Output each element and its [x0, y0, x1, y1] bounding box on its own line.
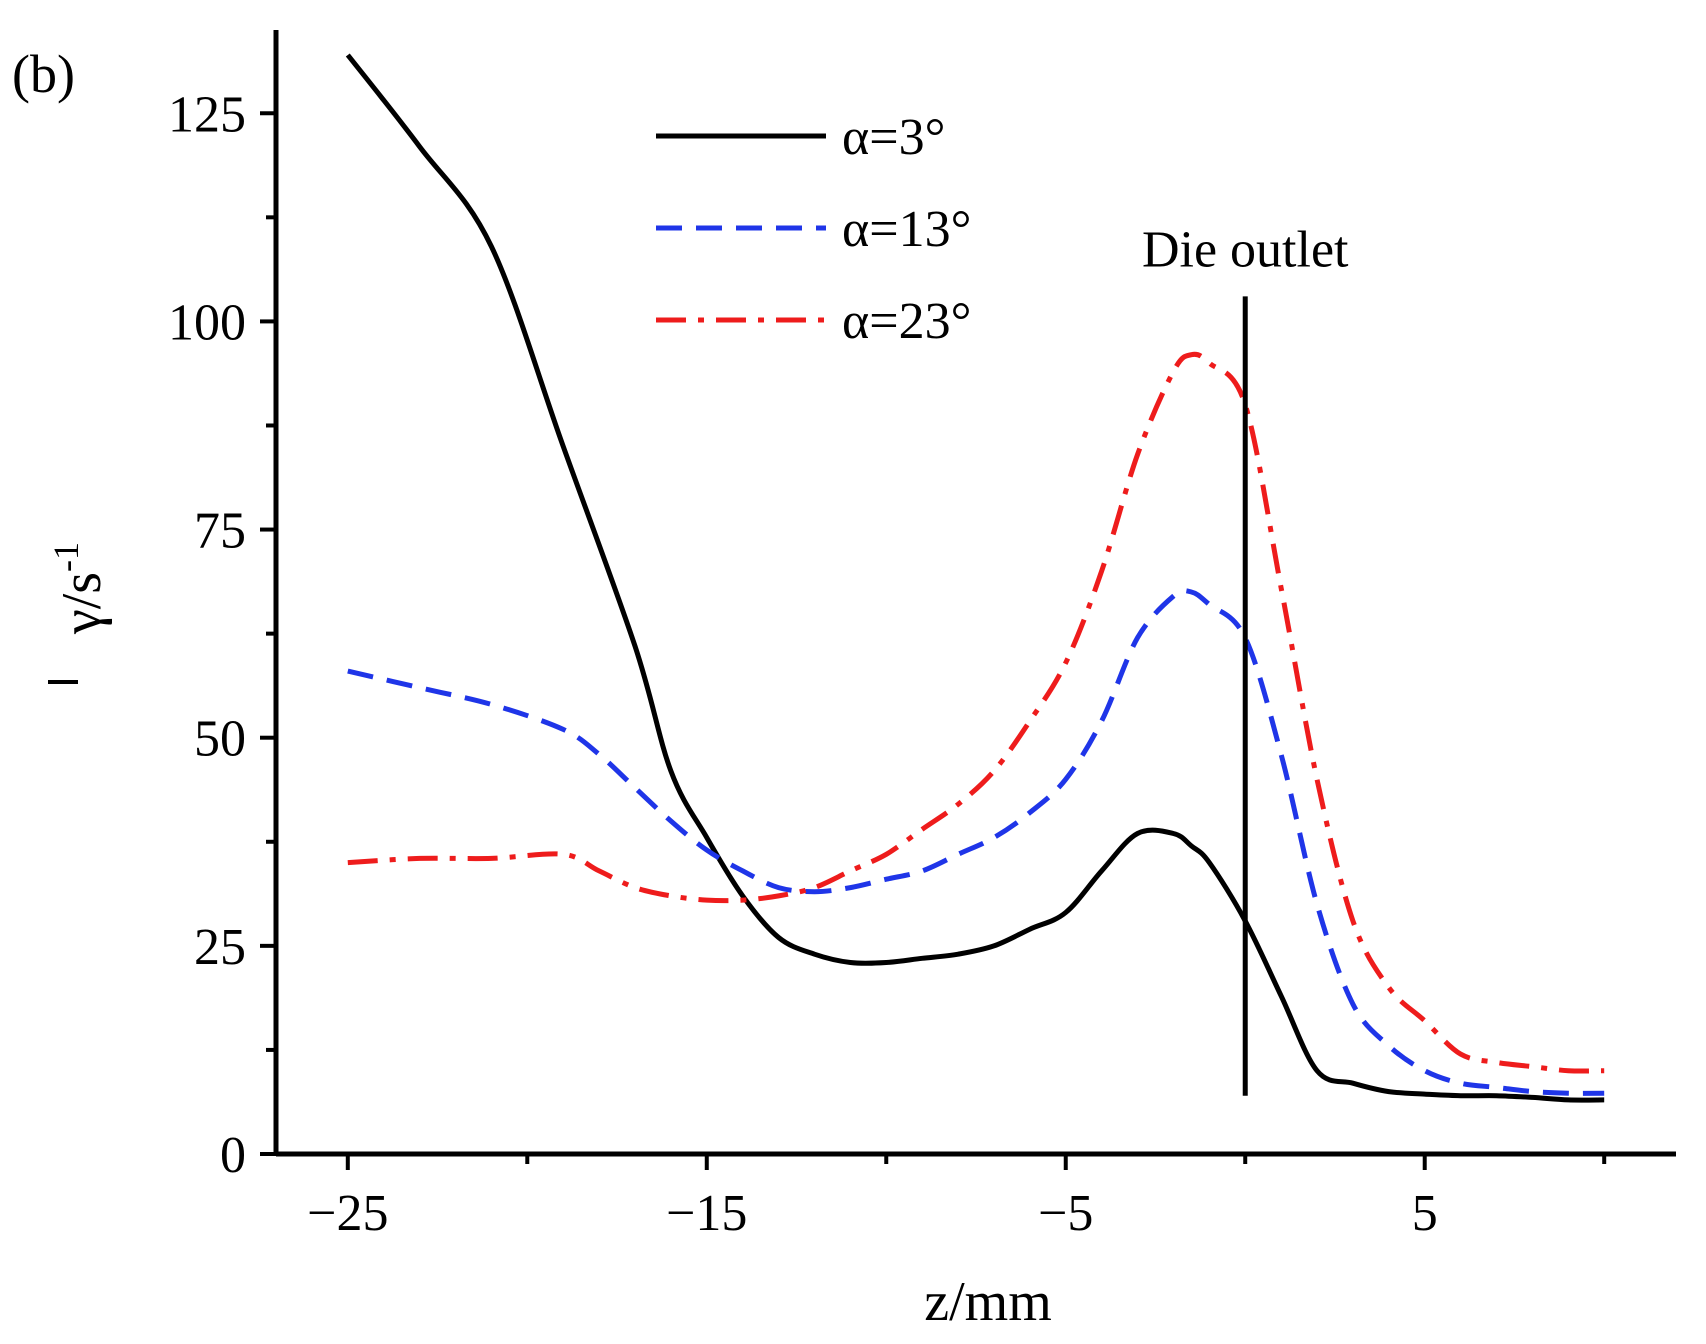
x-tick-label: 5 [1412, 1185, 1438, 1242]
y-axis-title: γ/s-1 [46, 542, 113, 684]
die-outlet-label: Die outlet [1142, 221, 1349, 278]
legend-label-2: α=13° [842, 201, 971, 258]
y-tick-label: 0 [220, 1127, 246, 1184]
y-tick-label: 125 [168, 86, 246, 143]
series-lines [345, 53, 1605, 1103]
x-tick-label: −25 [307, 1185, 388, 1242]
x-axis-title: z/mm [924, 1271, 1052, 1333]
die-outlet-annotation: Die outlet [1142, 221, 1349, 1096]
series-line-1 [345, 53, 1605, 1103]
panel-label: (b) [12, 44, 75, 104]
legend-label-3: α=23° [842, 293, 971, 350]
y-tick-label: 75 [194, 503, 246, 560]
x-tick-label: −15 [666, 1185, 747, 1242]
legend: α=3° α=13° α=23° [656, 109, 971, 350]
axes [273, 30, 1676, 1157]
y-tick-label: 50 [194, 711, 246, 768]
y-tick-label: 100 [168, 294, 246, 351]
y-axis-exponent: -1 [46, 542, 86, 572]
y-axis-unit: /s [51, 572, 113, 609]
x-tick-label: −5 [1038, 1185, 1093, 1242]
y-tick-label: 25 [194, 919, 246, 976]
legend-label-1: α=3° [842, 109, 945, 166]
y-axis-symbol: γ [51, 609, 113, 635]
series-line-2 [347, 588, 1605, 1096]
svg-text:γ/s-1: γ/s-1 [46, 542, 113, 635]
series-line-3 [347, 351, 1605, 1074]
